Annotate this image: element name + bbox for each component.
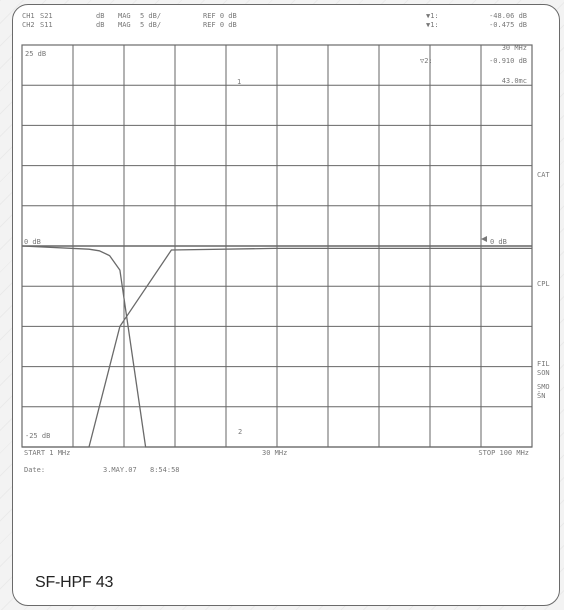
product-caption: SF-HPF 43 <box>35 574 114 591</box>
time-value: 8:54:58 <box>150 466 180 474</box>
ch1-param: S21 <box>40 12 53 20</box>
marker-2-tag: 2 <box>238 428 242 436</box>
start-label: START 1 MHz <box>24 449 70 457</box>
marker2-value: -0.910 dB <box>489 57 527 65</box>
marker1-label: ▼1: <box>426 12 439 20</box>
ref-arrow-icon <box>481 236 487 242</box>
date-label: Date: <box>24 466 45 474</box>
plot-card <box>12 4 560 606</box>
stop-label: STOP 100 MHz <box>478 449 529 457</box>
smo-label: SMO <box>537 383 550 391</box>
ch2-fmt: dB <box>96 21 104 29</box>
cpl-label: CPL <box>537 280 550 288</box>
plot-grid <box>22 45 532 447</box>
son-label: SON <box>537 369 550 377</box>
ch1-scale: 5 dB/ <box>140 12 161 20</box>
ch1-ref: REF 0 dB <box>203 12 237 20</box>
marker2-label: ▽2: <box>420 57 433 65</box>
marker-1-tag: 1 <box>237 78 241 86</box>
ch2-mode: MAG <box>118 21 131 29</box>
left-mid-label: 0 dB <box>24 238 41 246</box>
ch1-label: CH1 <box>22 12 35 20</box>
ch1-mode: MAG <box>118 12 131 20</box>
date-value: 3.MAY.07 <box>103 466 137 474</box>
marker2-freq: 43.0mc <box>502 77 527 85</box>
ch2-param: S11 <box>40 21 53 29</box>
left-top-label: 25 dB <box>25 50 46 58</box>
marker-freq: 30 MHz <box>502 44 527 52</box>
ch2-label: CH2 <box>22 21 35 29</box>
trace-s21 <box>22 247 532 448</box>
trace-s11 <box>21 245 532 448</box>
fil-label: FIL <box>537 360 550 368</box>
marker1b-label: ▼1: <box>426 21 439 29</box>
marker1-value: -48.06 dB <box>489 12 527 20</box>
right-mid-label: 0 dB <box>490 238 507 246</box>
ch1-fmt: dB <box>96 12 104 20</box>
cat-label: CAT <box>537 171 550 179</box>
sn-label: ŠN <box>537 391 545 400</box>
marker1b-value: -0.475 dB <box>489 21 527 29</box>
left-bottom-label: -25 dB <box>25 432 50 440</box>
ch2-ref: REF 0 dB <box>203 21 237 29</box>
center-label: 30 MHz <box>262 449 287 457</box>
ch2-scale: 5 dB/ <box>140 21 161 29</box>
